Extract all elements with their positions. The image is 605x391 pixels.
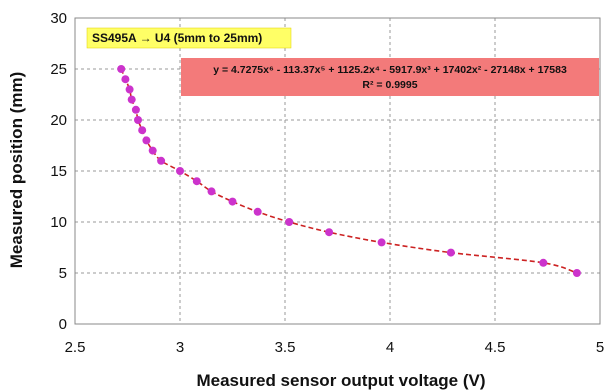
y-axis-ticks: 0 5 10 15 20 25 30: [50, 10, 67, 333]
plot-frame: [74, 17, 601, 325]
x-tick-label: 4.5: [485, 339, 506, 356]
data-point: [138, 126, 147, 135]
y-tick-label: 30: [50, 10, 67, 27]
y-tick-label: 15: [50, 163, 67, 180]
data-point: [192, 177, 201, 186]
data-point: [572, 269, 581, 277]
x-tick-label: 4: [386, 339, 394, 356]
data-point: [134, 116, 142, 124]
x-tick-label: 5: [596, 339, 604, 356]
y-tick-label: 10: [50, 214, 67, 231]
data-point: [142, 136, 151, 145]
sensor-label: SS495A → U4 (5mm to 25mm): [92, 31, 262, 45]
y-tick-label: 5: [59, 265, 67, 282]
data-point: [253, 207, 262, 216]
plot-border: [74, 17, 601, 325]
y-axis-title: Measured position (mm): [7, 72, 26, 268]
equation-box: y = 4.7275x⁶ - 113.37x⁵ + 1125.2x⁴ - 591…: [181, 58, 599, 96]
x-tick-label: 2.5: [65, 339, 86, 356]
data-point: [127, 95, 136, 104]
x-tick-label: 3: [176, 339, 184, 356]
sensor-label-box: SS495A → U4 (5mm to 25mm): [86, 27, 292, 49]
equation-text: y = 4.7275x⁶ - 113.37x⁵ + 1125.2x⁴ - 591…: [213, 64, 567, 76]
data-point: [176, 167, 184, 175]
y-tick-label: 20: [50, 112, 67, 129]
x-axis-ticks: 2.5 3 3.5 4 4.5 5: [65, 339, 605, 356]
y-tick-label: 25: [50, 61, 67, 78]
data-point: [228, 197, 237, 206]
data-point: [325, 228, 334, 237]
data-point: [377, 238, 386, 247]
x-axis-title: Measured sensor output voltage (V): [196, 371, 485, 390]
data-point: [539, 258, 548, 267]
data-point: [157, 156, 166, 165]
x-tick-label: 3.5: [275, 339, 296, 356]
data-point: [117, 65, 126, 73]
data-point: [446, 248, 455, 257]
y-tick-label: 0: [59, 316, 67, 333]
data-point: [121, 75, 130, 84]
data-point: [285, 218, 294, 226]
data-points: [117, 65, 581, 277]
r-squared-text: R² = 0.9995: [362, 79, 417, 91]
data-point: [131, 105, 140, 114]
data-point: [148, 146, 157, 155]
data-point: [207, 187, 216, 196]
data-point: [125, 85, 134, 94]
